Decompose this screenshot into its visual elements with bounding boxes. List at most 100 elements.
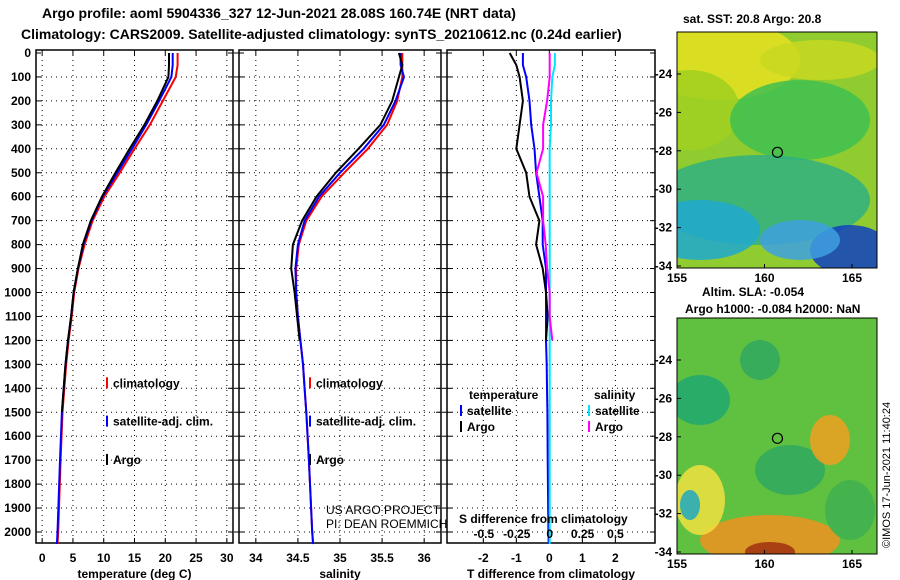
map-frame	[676, 31, 878, 269]
legend-swatch	[460, 405, 462, 416]
credit-line-1: US ARGO PROJECT	[326, 503, 441, 517]
x-tick-label: 5	[70, 551, 77, 565]
legend-swatch	[106, 453, 108, 465]
map-color-blob	[680, 490, 700, 520]
series-line-s-argo	[535, 53, 554, 341]
map-frame	[676, 317, 878, 555]
y-tick-label: 700	[11, 214, 31, 228]
y-tick-label: 1500	[4, 405, 31, 419]
x-tick-label: 34	[249, 551, 263, 565]
map2-title-2: Argo h1000: -0.084 h2000: NaN	[685, 302, 861, 316]
s-tick-label: 0.25	[571, 527, 595, 541]
legend-label: Argo	[595, 420, 623, 434]
s-tick-label: -0.5	[474, 527, 495, 541]
legend-label: climatology	[316, 376, 383, 390]
legend-swatch	[309, 377, 311, 389]
legend-label: Argo	[113, 453, 141, 467]
legend-swatch	[460, 421, 462, 432]
y-tick-label: 2000	[4, 525, 31, 539]
argo-location-marker	[771, 432, 784, 444]
legend-label: satellite-adj. clim.	[113, 415, 213, 429]
x-axis-label: salinity	[319, 567, 361, 580]
map1-title: sat. SST: 20.8 Argo: 20.8	[683, 12, 822, 26]
y-tick-label: 0	[24, 46, 31, 60]
legend-label: Argo	[316, 453, 344, 467]
y-tick-label: 100	[11, 70, 31, 84]
map-color-blob	[755, 445, 825, 495]
x-tick-label: 35	[333, 551, 347, 565]
x-tick-label: -1	[511, 551, 522, 565]
map-field	[677, 32, 877, 268]
x-axis-label: temperature (deg C)	[77, 567, 191, 580]
y-tick-label: 200	[11, 94, 31, 108]
legend-swatch	[106, 415, 108, 427]
x-axis-label: T difference from climatology	[467, 567, 635, 580]
y-tick-label: 400	[11, 142, 31, 156]
legend-swatch	[106, 377, 108, 389]
y-tick-label: 1000	[4, 286, 31, 300]
y-tick-label: 1700	[4, 453, 31, 467]
x-tick-label: 165	[842, 557, 862, 571]
legend-label: satellite-adj. clim.	[316, 415, 416, 429]
x-tick-label: 1	[579, 551, 586, 565]
legend-label: Argo	[467, 420, 495, 434]
y-tick-label: 1300	[4, 357, 31, 371]
plot-frame	[446, 49, 656, 544]
y-tick-label: 1600	[4, 429, 31, 443]
plot-frame	[238, 49, 442, 544]
map-color-blob	[730, 80, 870, 160]
map-field	[677, 318, 877, 554]
x-tick-label: 165	[842, 271, 862, 285]
map-color-blob	[677, 70, 740, 150]
panel-2: 34 34.5 35 35.5 36 salinity climatology satelli…	[234, 49, 442, 580]
x-tick-label: 155	[667, 271, 687, 285]
x-tick-label: 25	[189, 551, 203, 565]
argo-location-marker	[771, 146, 784, 158]
x-tick-label: 36	[417, 551, 431, 565]
y-tick-label: -24	[655, 67, 673, 81]
y-tick-label: -28	[655, 144, 673, 158]
s-axis-label: S difference from climatology	[459, 512, 628, 526]
series-line-s-satellite	[548, 53, 556, 544]
map-color-blob	[760, 220, 840, 260]
legend-swatch	[588, 405, 590, 416]
map2-title-1: Altim. SLA: -0.054	[702, 285, 805, 299]
map-color-blob	[700, 515, 840, 554]
y-tick-label: -32	[655, 507, 673, 521]
series-line-t-argo	[508, 52, 549, 341]
map-color-blob	[760, 40, 877, 80]
series-line-climatology	[295, 53, 404, 545]
map-color-blob	[740, 340, 780, 380]
y-tick-label: -30	[655, 182, 673, 196]
map-2: 155 160 165 -24 -26 -28 -30 -32 -34	[655, 317, 878, 571]
y-tick-label: -30	[655, 468, 673, 482]
plot-frame	[35, 49, 234, 544]
x-tick-label: 160	[754, 271, 774, 285]
s-tick-label: 0	[546, 527, 553, 541]
y-tick-label: -26	[655, 105, 673, 119]
legend-label: satellite	[467, 404, 512, 418]
y-tick-label: 1100	[5, 309, 31, 323]
legend-swatch	[309, 453, 311, 465]
panel-3: -2 -1 0 1 2 T difference from climatology temp…	[442, 49, 656, 580]
y-tick-label: -32	[655, 221, 673, 235]
panel-1: 0 5 10 15 20 25 300100200300400500600700800900…	[4, 46, 234, 580]
series-line-climatology	[56, 53, 179, 545]
x-tick-label: -2	[478, 551, 489, 565]
legend-label: satellite	[595, 404, 640, 418]
y-tick-label: -34	[655, 545, 673, 559]
x-tick-label: 34.5	[286, 551, 310, 565]
credit-line-2: PI: DEAN ROEMMICH	[326, 517, 448, 531]
y-tick-label: 1400	[4, 381, 31, 395]
map-color-blob	[745, 542, 795, 554]
series-line-argo	[60, 53, 170, 413]
y-tick-label: -26	[655, 391, 673, 405]
series-line-t-satellite	[521, 53, 550, 545]
map-color-blob	[677, 375, 730, 425]
x-tick-label: 155	[667, 557, 687, 571]
title-line-2: Climatology: CARS2009. Satellite-adjuste…	[21, 26, 622, 42]
title-line-1: Argo profile: aoml 5904336_327 12-Jun-20…	[42, 5, 516, 21]
y-tick-label: 1200	[4, 333, 31, 347]
